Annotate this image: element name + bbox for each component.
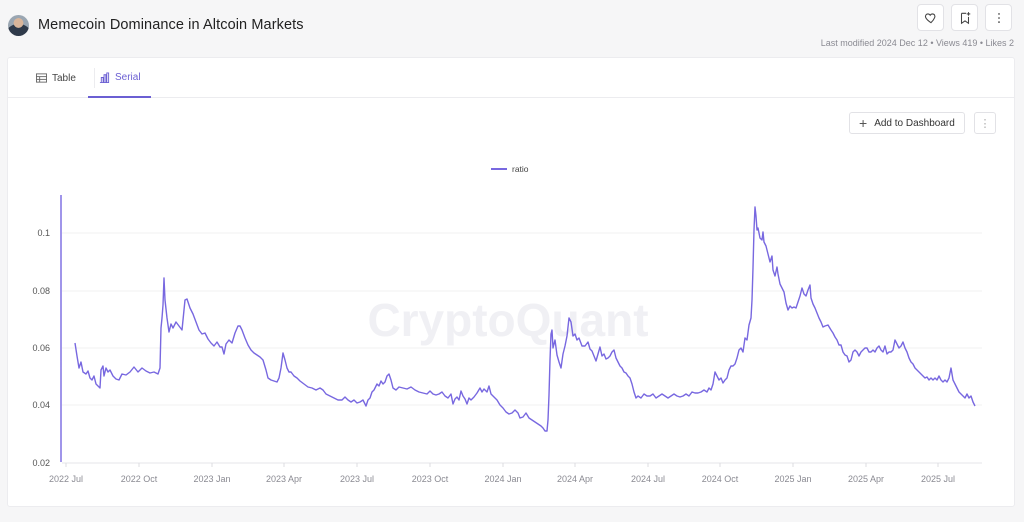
x-tick-label: 2024 Apr	[557, 474, 593, 484]
x-tick-label: 2022 Jul	[49, 474, 83, 484]
x-tick-label: 2024 Jul	[631, 474, 665, 484]
y-tick-label: 0.04	[32, 400, 50, 410]
grid-lines	[62, 232, 982, 464]
x-tick-label: 2025 Apr	[848, 474, 884, 484]
chart-meta-info: Last modified 2024 Dec 12 • Views 419 • …	[820, 38, 1014, 48]
legend-swatch	[491, 168, 507, 170]
add-to-dashboard-button[interactable]: + Add to Dashboard	[849, 112, 965, 134]
tab-table[interactable]: Table	[36, 58, 76, 98]
chart-legend[interactable]: ratio	[491, 164, 529, 174]
x-tick-label: 2025 Jan	[774, 474, 811, 484]
y-tick-label: 0.08	[32, 286, 50, 296]
x-tick-label: 2023 Jul	[340, 474, 374, 484]
x-tick-label: 2023 Oct	[412, 474, 449, 484]
tab-divider	[94, 68, 95, 88]
bookmark-button[interactable]	[951, 4, 978, 31]
watermark: CryptoQuant	[367, 294, 648, 346]
more-vertical-icon	[997, 12, 1000, 23]
bookmark-add-icon	[960, 11, 970, 24]
tab-serial-label: Serial	[115, 71, 141, 83]
y-tick-label: 0.1	[37, 228, 50, 238]
y-tick-label: 0.06	[32, 343, 50, 353]
more-options-button[interactable]	[985, 4, 1012, 31]
x-tick-label: 2024 Oct	[702, 474, 739, 484]
x-tick-label: 2025 Jul	[921, 474, 955, 484]
plus-icon: +	[859, 115, 868, 131]
add-to-dashboard-label: Add to Dashboard	[874, 117, 955, 129]
bar-chart-icon	[99, 71, 110, 83]
y-axis: 0.02 0.04 0.06 0.08 0.1	[32, 228, 50, 468]
page-header: Memecoin Dominance in Altcoin Markets La…	[0, 0, 1024, 58]
x-tick-label: 2024 Jan	[484, 474, 521, 484]
table-icon	[36, 73, 47, 83]
like-button[interactable]	[917, 4, 944, 31]
x-axis: 2022 Jul 2022 Oct 2023 Jan 2023 Apr 2023 Jul…	[49, 463, 955, 484]
view-tabs: Table Serial	[8, 58, 1014, 98]
chart-more-button[interactable]: ⋮	[974, 112, 996, 134]
page-title: Memecoin Dominance in Altcoin Markets	[38, 17, 304, 33]
y-tick-label: 0.02	[32, 458, 50, 468]
x-tick-label: 2023 Apr	[266, 474, 302, 484]
x-tick-label: 2022 Oct	[121, 474, 158, 484]
tab-serial[interactable]: Serial	[88, 58, 151, 98]
x-tick-label: 2023 Jan	[193, 474, 230, 484]
heart-icon	[924, 12, 935, 23]
more-vertical-icon: ⋮	[979, 117, 991, 130]
series-line-ratio[interactable]	[60, 195, 976, 462]
author-avatar[interactable]	[8, 15, 29, 36]
tab-table-label: Table	[52, 72, 76, 84]
legend-label: ratio	[512, 164, 529, 174]
chart-panel: Table Serial + Add to Dashboard ⋮ ratio	[7, 57, 1015, 507]
